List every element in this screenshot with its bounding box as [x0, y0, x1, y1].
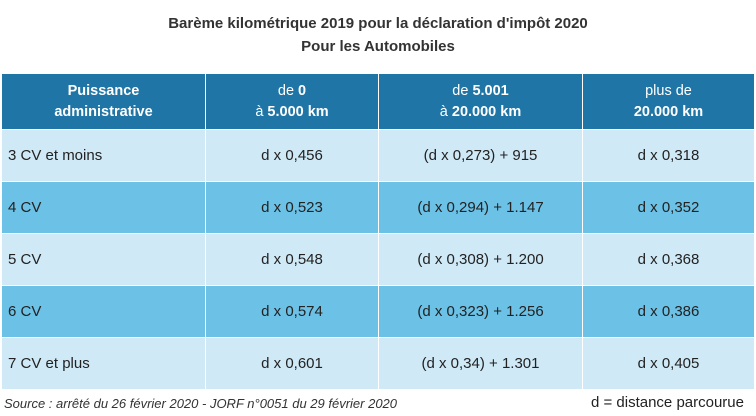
header-puissance-line1: Puissance	[67, 82, 140, 99]
distance-legend: d = distance parcourue	[590, 394, 744, 411]
header-tranche-2: de 5.001 à 20.000 km	[378, 74, 583, 130]
cell-tranche-2: (d x 0,34) + 1.301	[378, 337, 583, 389]
cell-tranche-2: (d x 0,308) + 1.200	[378, 233, 583, 286]
table-row: 3 CV et moins d x 0,456 (d x 0,273) + 91…	[2, 129, 754, 182]
cell-tranche-1: d x 0,548	[205, 233, 379, 286]
cell-puissance: 5 CV	[2, 233, 206, 286]
header-tranche-3-line2: 20.000 km	[633, 103, 704, 120]
header-tranche-2-from: 5.001	[472, 82, 509, 99]
title-line-2: Pour les Automobiles	[301, 38, 455, 55]
cell-tranche-3: d x 0,352	[582, 181, 754, 234]
cell-puissance: 4 CV	[2, 181, 206, 234]
header-puissance-line2: administrative	[54, 103, 153, 120]
table-header-row: Puissance administrative de 0 à 5.000 km…	[2, 74, 754, 130]
table-row: 5 CV d x 0,548 (d x 0,308) + 1.200 d x 0…	[2, 233, 754, 286]
table-row: 7 CV et plus d x 0,601 (d x 0,34) + 1.30…	[2, 337, 754, 389]
header-tranche-1: de 0 à 5.000 km	[205, 74, 379, 130]
bareme-table: Puissance administrative de 0 à 5.000 km…	[2, 74, 754, 389]
header-tranche-2-prefix1: de	[452, 82, 473, 99]
cell-tranche-2: (d x 0,273) + 915	[378, 129, 583, 182]
cell-tranche-1: d x 0,456	[205, 129, 379, 182]
cell-tranche-2: (d x 0,323) + 1.256	[378, 285, 583, 338]
header-tranche-1-from: 0	[298, 82, 307, 99]
cell-puissance: 3 CV et moins	[2, 129, 206, 182]
cell-tranche-1: d x 0,601	[205, 337, 379, 389]
cell-puissance: 7 CV et plus	[2, 337, 206, 389]
cell-puissance: 6 CV	[2, 285, 206, 338]
page-title: Barème kilométrique 2019 pour la déclara…	[0, 12, 756, 58]
cell-tranche-3: d x 0,368	[582, 233, 754, 286]
cell-tranche-3: d x 0,318	[582, 129, 754, 182]
cell-tranche-1: d x 0,574	[205, 285, 379, 338]
header-puissance: Puissance administrative	[2, 74, 206, 130]
header-tranche-1-prefix2: à	[255, 103, 268, 120]
header-tranche-2-prefix2: à	[439, 103, 452, 120]
table-row: 4 CV d x 0,523 (d x 0,294) + 1.147 d x 0…	[2, 181, 754, 234]
header-tranche-1-prefix1: de	[277, 82, 299, 99]
header-tranche-3: plus de 20.000 km	[582, 74, 754, 130]
table-row: 6 CV d x 0,574 (d x 0,323) + 1.256 d x 0…	[2, 285, 754, 338]
cell-tranche-3: d x 0,405	[582, 337, 754, 389]
header-tranche-1-to: 5.000 km	[267, 103, 329, 120]
cell-tranche-2: (d x 0,294) + 1.147	[378, 181, 583, 234]
header-tranche-2-to: 20.000 km	[451, 103, 522, 120]
cell-tranche-3: d x 0,386	[582, 285, 754, 338]
header-tranche-3-line1: plus de	[645, 82, 692, 99]
source-note: Source : arrêté du 26 février 2020 - JOR…	[4, 396, 398, 411]
title-line-1: Barème kilométrique 2019 pour la déclara…	[168, 15, 588, 32]
cell-tranche-1: d x 0,523	[205, 181, 379, 234]
